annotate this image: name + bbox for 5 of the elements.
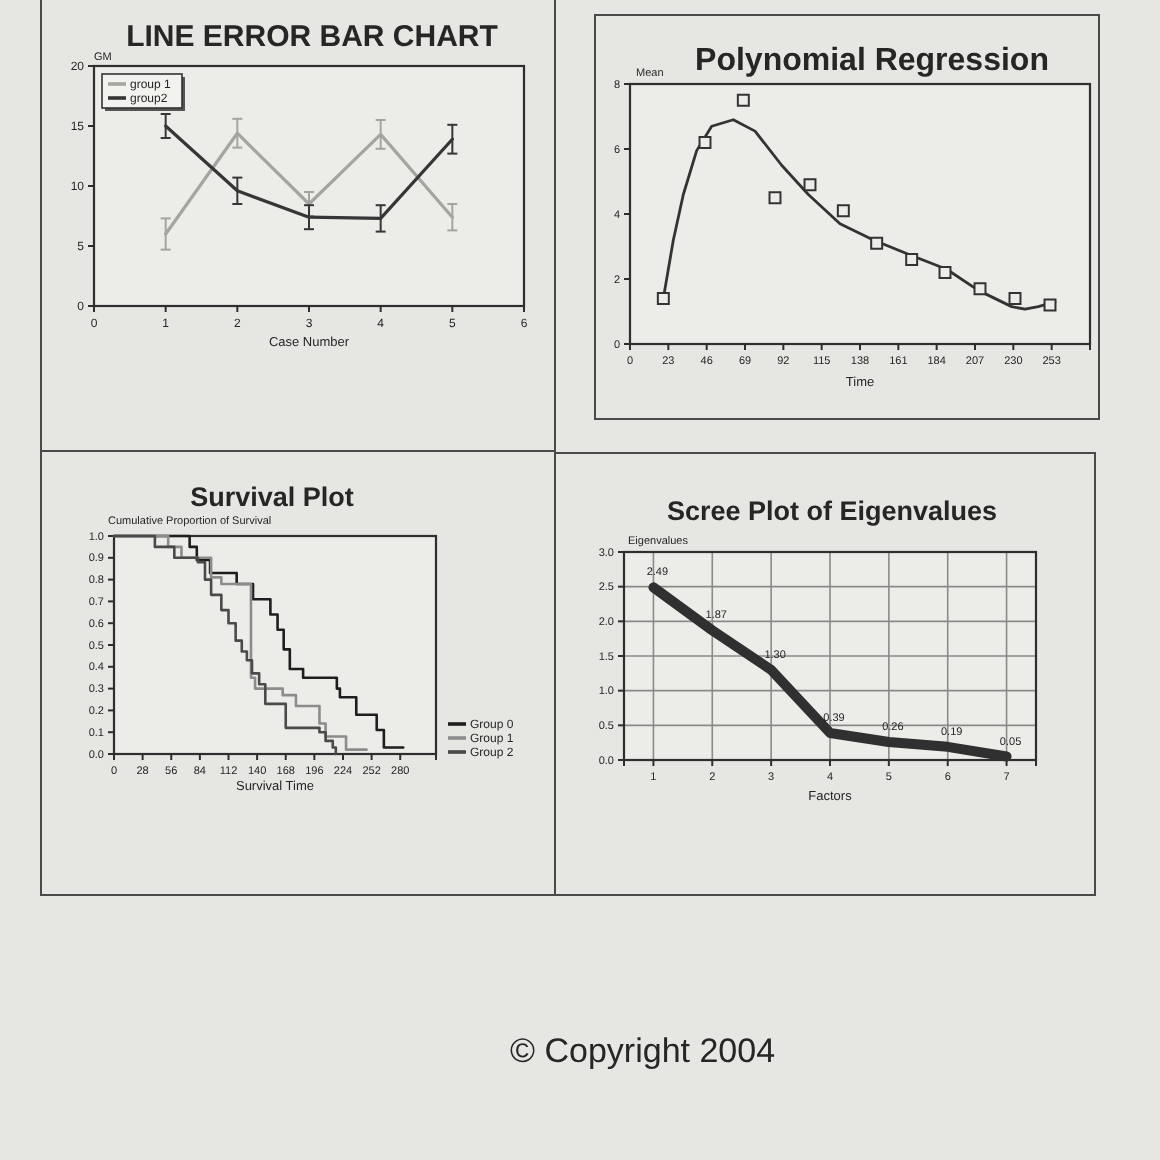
chart-title: LINE ERROR BAR CHART (125, 20, 497, 54)
chart-title: Scree Plot of Eigenvalues (666, 495, 998, 525)
chart-title: Polynomial Regression (694, 43, 1048, 77)
chart-title: Survival Plot (189, 482, 354, 512)
text: © Copyright 2004 (510, 1031, 776, 1069)
